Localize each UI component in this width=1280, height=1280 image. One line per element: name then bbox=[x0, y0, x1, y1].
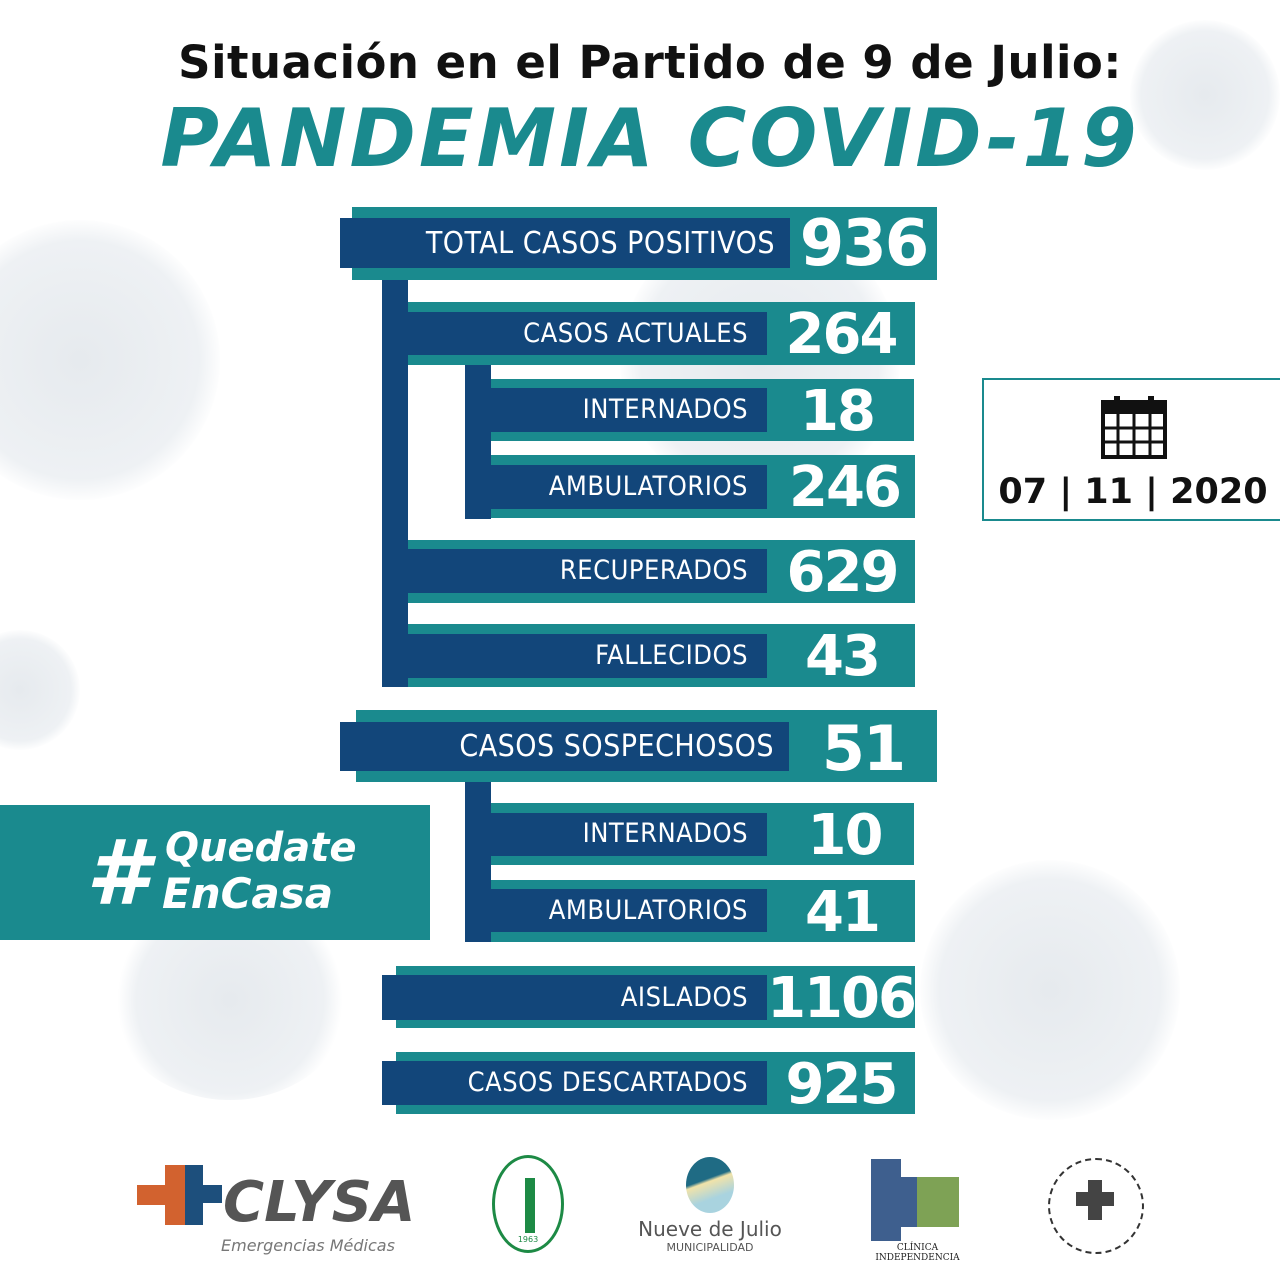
report-date: 07 | 11 | 2020 bbox=[998, 472, 1268, 512]
municipalidad-logo: Nueve de Julio MUNICIPALIDAD bbox=[630, 1155, 790, 1255]
calendar-icon bbox=[1101, 396, 1167, 459]
virus-decoration bbox=[0, 220, 220, 500]
clysa-logo: CLYSA Emergencias Médicas bbox=[135, 1160, 425, 1260]
hashtag-line2: EnCasa bbox=[162, 869, 334, 918]
date-box: 07 | 11 | 2020 bbox=[982, 378, 1280, 521]
virus-decoration bbox=[0, 630, 80, 750]
hashtag-line1: Quedate bbox=[165, 825, 357, 871]
connector bbox=[382, 262, 408, 687]
virus-decoration bbox=[1130, 20, 1280, 170]
seal-logo bbox=[1048, 1158, 1144, 1254]
quedate-en-casa-banner: # Quedate EnCasa bbox=[0, 805, 430, 940]
hashtag-symbol: # bbox=[86, 821, 149, 926]
circulo-medico-logo: 1963 bbox=[492, 1155, 564, 1253]
page-title: PANDEMIA COVID-19 bbox=[160, 92, 1140, 185]
subtitle: Situación en el Partido de 9 de Julio: bbox=[178, 36, 1122, 89]
virus-decoration bbox=[920, 860, 1180, 1120]
clinica-independencia-logo: CLÍNICA INDEPENDENCIA bbox=[855, 1155, 980, 1263]
